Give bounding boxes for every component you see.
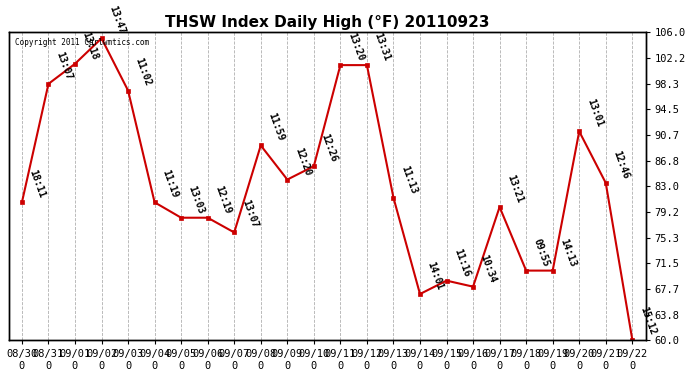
Text: 13:01: 13:01	[584, 98, 604, 129]
Title: THSW Index Daily High (°F) 20110923: THSW Index Daily High (°F) 20110923	[165, 15, 489, 30]
Text: 13:03: 13:03	[187, 184, 206, 215]
Text: 13:31: 13:31	[373, 32, 392, 62]
Text: 11:02: 11:02	[134, 57, 153, 88]
Text: 12:19: 12:19	[213, 184, 233, 215]
Text: 14:13: 14:13	[558, 237, 578, 268]
Text: 11:59: 11:59	[266, 112, 286, 142]
Text: Copyright 2011 Carlwmtics.com: Copyright 2011 Carlwmtics.com	[15, 39, 149, 48]
Text: 09:55: 09:55	[532, 237, 551, 268]
Text: 11:19: 11:19	[160, 168, 179, 200]
Text: 12:20: 12:20	[293, 146, 313, 177]
Text: 14:01: 14:01	[426, 260, 445, 291]
Text: 18:11: 18:11	[28, 168, 47, 200]
Text: 11:16: 11:16	[452, 247, 471, 278]
Text: 13:21: 13:21	[505, 173, 524, 204]
Text: 13:07: 13:07	[54, 50, 73, 81]
Text: 13:20: 13:20	[346, 32, 366, 62]
Text: 11:13: 11:13	[399, 164, 418, 195]
Text: 13:18: 13:18	[81, 30, 100, 61]
Text: 15:12: 15:12	[638, 306, 658, 337]
Text: 12:26: 12:26	[319, 132, 339, 164]
Text: 12:46: 12:46	[611, 149, 631, 180]
Text: 13:47: 13:47	[107, 4, 126, 36]
Text: 10:34: 10:34	[479, 253, 498, 284]
Text: 13:07: 13:07	[240, 199, 259, 230]
